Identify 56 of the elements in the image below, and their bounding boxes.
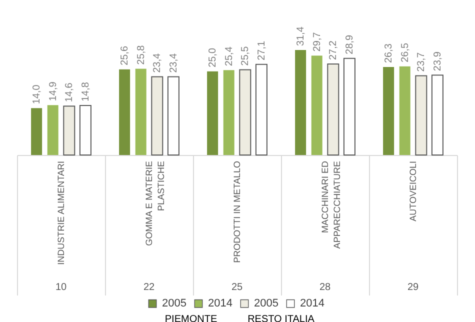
bar bbox=[63, 106, 76, 156]
text: 29 bbox=[407, 282, 419, 293]
legend-label: 2014 bbox=[300, 298, 324, 310]
bar bbox=[31, 108, 42, 155]
bar bbox=[255, 64, 268, 156]
bar bbox=[311, 56, 322, 155]
text: PIEMONTE bbox=[164, 314, 218, 322]
text: RESTO ITALIA bbox=[248, 314, 315, 322]
x-tick-label: PRODOTTI IN METALLO bbox=[232, 161, 242, 263]
bar bbox=[383, 67, 394, 155]
bar bbox=[343, 58, 356, 156]
data-label: 28,9 bbox=[344, 34, 356, 54]
bar bbox=[399, 66, 410, 155]
data-label: 23,4 bbox=[152, 52, 164, 73]
data-label: 25,8 bbox=[136, 44, 147, 65]
data-label: 23,9 bbox=[432, 51, 444, 72]
bar bbox=[207, 71, 218, 155]
data-label: 23,7 bbox=[416, 52, 428, 72]
x-tick-label: INDUSTRIE ALIMENTARI bbox=[56, 161, 66, 265]
x-tick-label: AUTOVEICOLI bbox=[408, 161, 418, 222]
legend-label: 2005 bbox=[254, 298, 278, 310]
data-label: 26,3 bbox=[384, 43, 395, 64]
bar bbox=[135, 68, 146, 155]
data-label: 29,7 bbox=[312, 32, 323, 52]
data-label: 23,4 bbox=[168, 52, 180, 73]
x-tick-label: MACCHINARI ED APPARECCHIATURE bbox=[320, 160, 342, 249]
x-tick-label: GOMMA E MATERIE PLASTICHE bbox=[144, 161, 166, 246]
bar bbox=[79, 105, 92, 156]
text: 25 bbox=[231, 282, 243, 293]
data-label: 14,0 bbox=[32, 84, 43, 104]
text: 22 bbox=[143, 282, 155, 293]
bar bbox=[415, 75, 428, 156]
text: 10 bbox=[55, 282, 67, 293]
bar bbox=[167, 76, 180, 156]
data-label: 14,9 bbox=[48, 81, 59, 102]
data-label: 14,6 bbox=[64, 82, 76, 102]
data-label: 25,0 bbox=[208, 48, 219, 68]
data-label: 14,8 bbox=[80, 82, 92, 102]
bar bbox=[431, 74, 444, 156]
bar bbox=[239, 69, 252, 156]
bar bbox=[119, 69, 130, 155]
bar bbox=[223, 70, 234, 155]
data-label: 27,2 bbox=[328, 40, 340, 60]
bar bbox=[295, 50, 306, 155]
text: 28 bbox=[319, 282, 331, 293]
data-label: 26,5 bbox=[400, 42, 411, 62]
data-label: 27,1 bbox=[256, 40, 268, 60]
bar bbox=[47, 105, 58, 155]
bar bbox=[151, 76, 164, 156]
data-label: 25,5 bbox=[240, 46, 252, 66]
legend-label: 2014 bbox=[208, 298, 232, 310]
bar bbox=[327, 64, 340, 156]
data-label: 31,4 bbox=[296, 26, 307, 46]
data-label: 25,4 bbox=[224, 46, 235, 66]
data-label: 25,6 bbox=[120, 45, 131, 66]
legend-label: 2005 bbox=[162, 298, 186, 310]
